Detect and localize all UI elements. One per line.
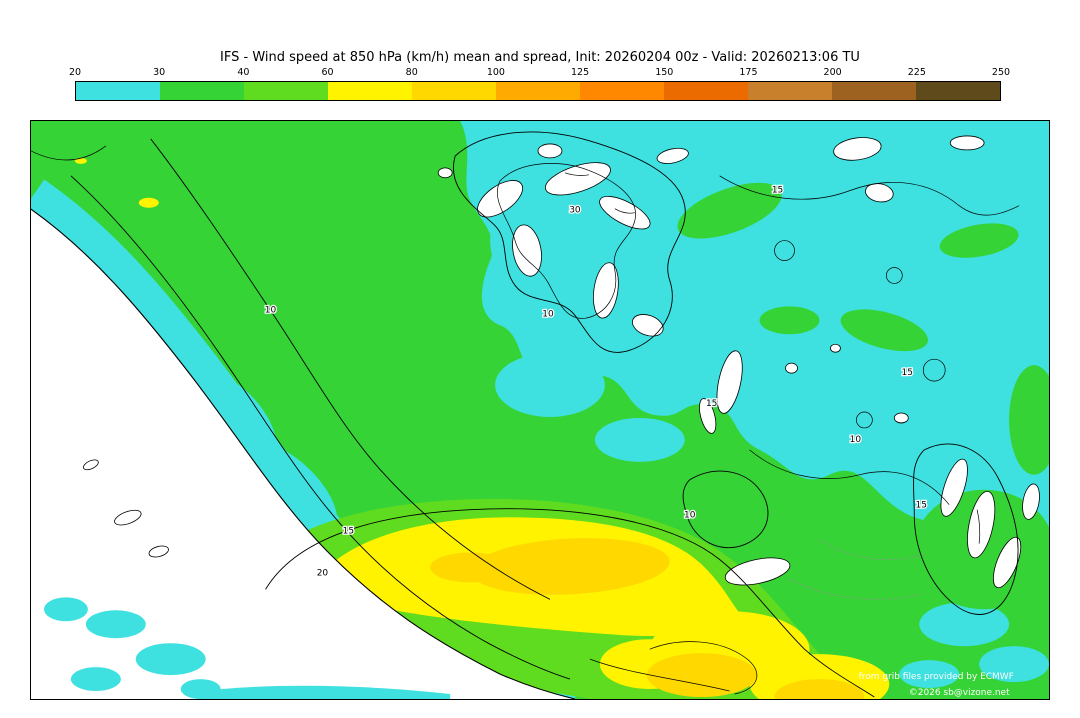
colorbar-tick-label: 20 xyxy=(68,67,82,78)
colorbar-tick-label: 150 xyxy=(655,67,674,78)
colorbar-segment xyxy=(496,82,580,100)
wind-speed-map: from grib files provided by ECMWF ©2026 … xyxy=(31,121,1049,699)
coastline xyxy=(31,208,576,699)
colorbar-segment xyxy=(916,82,1000,100)
contour-label: 20 xyxy=(317,568,329,578)
orange-cores xyxy=(430,538,865,699)
contour-label: 15 xyxy=(343,527,354,537)
colorbar-tick-label: 40 xyxy=(237,67,250,78)
chart-title: IFS - Wind speed at 850 hPa (km/h) mean … xyxy=(220,50,860,65)
colorbar-segment xyxy=(664,82,748,100)
colorbar-tick-label: 30 xyxy=(153,67,166,78)
contour-label: 15 xyxy=(772,186,783,196)
colorbar-tick-label: 60 xyxy=(321,67,334,78)
colorbar-segment xyxy=(76,82,160,100)
sea-cyan-patches xyxy=(43,597,451,699)
credit-source: from grib files provided by ECMWF xyxy=(859,672,1014,682)
contour-label: 10 xyxy=(542,309,554,319)
contour-label: 15 xyxy=(706,399,717,409)
contour-label: 10 xyxy=(850,435,862,445)
colorbar: 20 30 40 60 80 100 125 150 175 200 225 250 xyxy=(69,67,1010,101)
colorbar-segment xyxy=(412,82,496,100)
colorbar-segment xyxy=(748,82,832,100)
colorbar-segment xyxy=(160,82,244,100)
colorbar-segment xyxy=(580,82,664,100)
colorbar-segment xyxy=(832,82,916,100)
colorbar-segment xyxy=(244,82,328,100)
white-low-wind-patches xyxy=(83,135,1040,589)
map-frame: from grib files provided by ECMWF ©2026 … xyxy=(30,120,1050,700)
colorbar-tick-label: 250 xyxy=(991,67,1011,78)
colorbar-tick-label: 175 xyxy=(739,67,758,78)
contour-label: 15 xyxy=(916,501,927,511)
colorbar-tick-label: 125 xyxy=(571,67,590,78)
colorbar-segment xyxy=(328,82,412,100)
colorbar-segments xyxy=(75,81,1001,101)
colorbar-tick-label: 225 xyxy=(907,67,926,78)
spread-contours xyxy=(31,131,1020,698)
colorbar-tick-label: 100 xyxy=(486,67,505,78)
contour-label: 10 xyxy=(265,305,277,315)
credit-copyright: ©2026 sb@vizone.net xyxy=(909,688,1010,698)
colorbar-tick-label: 200 xyxy=(823,67,842,78)
contour-label: 30 xyxy=(569,206,581,216)
colorbar-ticks: 20 30 40 60 80 100 125 150 175 200 225 250 xyxy=(69,67,1010,81)
sea-region xyxy=(31,209,575,699)
contour-label: 10 xyxy=(684,511,696,521)
contour-label: 15 xyxy=(902,368,913,378)
colorbar-tick-label: 80 xyxy=(405,67,418,78)
